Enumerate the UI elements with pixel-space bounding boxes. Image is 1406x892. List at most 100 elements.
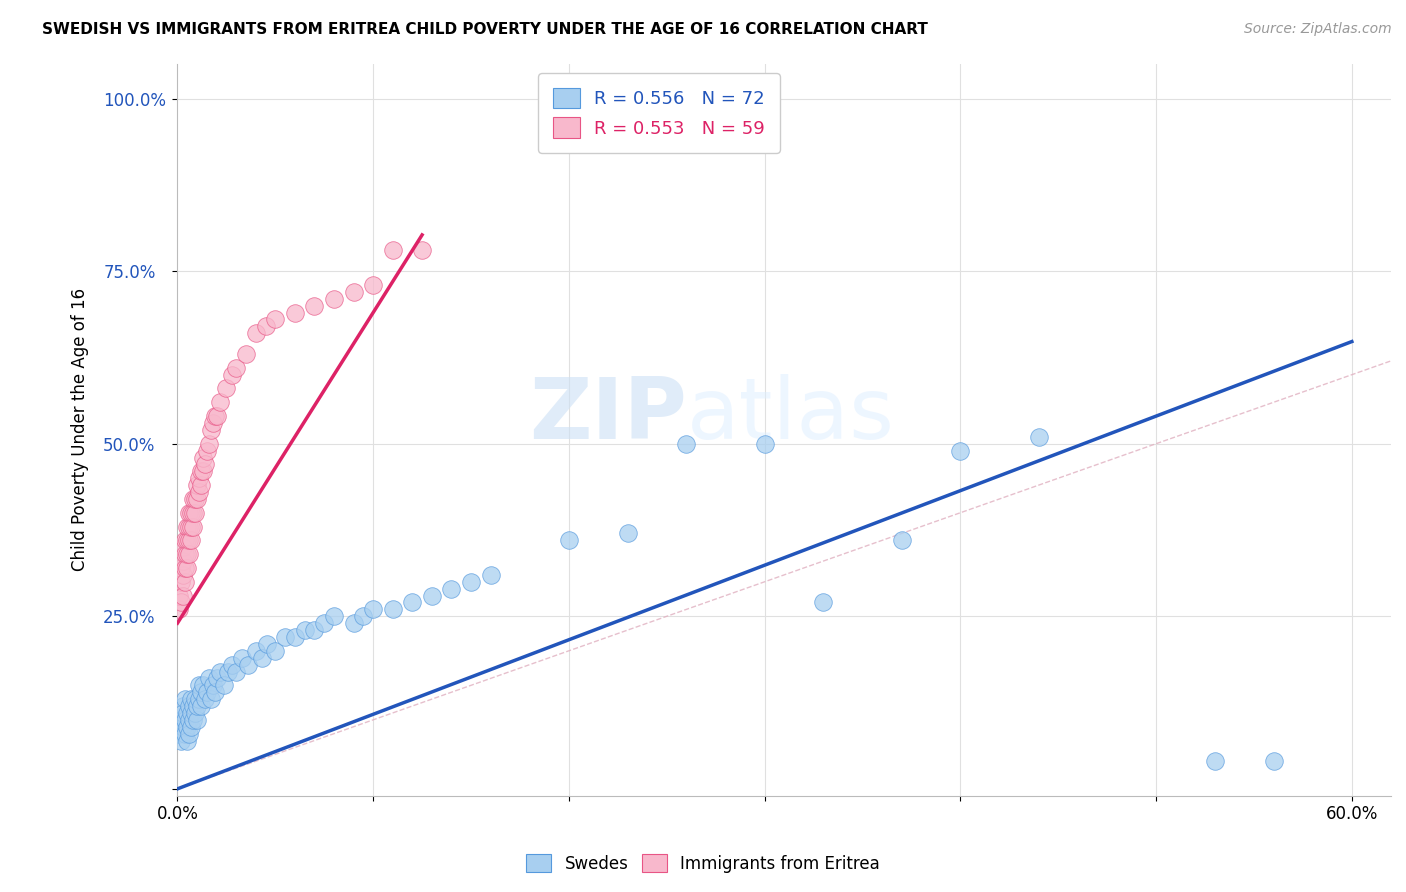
Point [180, 720, 202, 734]
Point [197, 672, 219, 686]
Point [179, 713, 201, 727]
Point [186, 713, 208, 727]
Point [186, 699, 208, 714]
Point [1204, 754, 1226, 768]
Text: Source: ZipAtlas.com: Source: ZipAtlas.com [1244, 22, 1392, 37]
Point [323, 292, 346, 306]
Text: atlas: atlas [688, 374, 896, 457]
Point [179, 699, 201, 714]
Point [205, 409, 228, 423]
Point [420, 589, 443, 603]
Point [186, 478, 208, 492]
Point [188, 692, 211, 706]
Point [558, 533, 581, 548]
Point [411, 244, 433, 258]
Point [194, 458, 217, 472]
Point [284, 305, 307, 319]
Point [201, 678, 224, 692]
Point [381, 602, 404, 616]
Point [236, 657, 259, 672]
Point [180, 519, 202, 533]
Point [190, 699, 212, 714]
Legend: R = 0.556   N = 72, R = 0.553   N = 59: R = 0.556 N = 72, R = 0.553 N = 59 [538, 73, 779, 153]
Point [174, 713, 197, 727]
Point [172, 706, 194, 720]
Point [179, 726, 201, 740]
Point [256, 637, 278, 651]
Point [172, 567, 194, 582]
Point [204, 685, 226, 699]
Point [813, 595, 835, 609]
Point [169, 602, 191, 616]
Point [181, 519, 204, 533]
Point [188, 471, 211, 485]
Point [245, 326, 267, 341]
Point [195, 685, 218, 699]
Point [215, 382, 238, 396]
Point [205, 672, 228, 686]
Point [191, 450, 214, 465]
Point [174, 574, 197, 589]
Point [264, 312, 287, 326]
Point [174, 533, 197, 548]
Point [172, 720, 194, 734]
Point [201, 416, 224, 430]
Point [235, 347, 257, 361]
Point [172, 541, 194, 555]
Point [342, 285, 364, 299]
Point [170, 595, 193, 609]
Point [754, 436, 776, 450]
Point [890, 533, 912, 548]
Point [209, 395, 232, 409]
Point [361, 602, 384, 616]
Point [180, 506, 202, 520]
Point [352, 609, 374, 624]
Point [174, 547, 197, 561]
Point [180, 692, 202, 706]
Point [190, 478, 212, 492]
Point [180, 706, 202, 720]
Point [170, 574, 193, 589]
Point [174, 561, 197, 575]
Point [188, 678, 211, 692]
Point [221, 657, 243, 672]
Point [176, 733, 198, 747]
Point [225, 360, 247, 375]
Point [184, 692, 207, 706]
Point [323, 609, 346, 624]
Point [170, 713, 193, 727]
Point [176, 519, 198, 533]
Point [294, 623, 316, 637]
Point [204, 409, 226, 423]
Point [1263, 754, 1285, 768]
Point [172, 554, 194, 568]
Point [172, 589, 194, 603]
Legend: Swedes, Immigrants from Eritrea: Swedes, Immigrants from Eritrea [520, 847, 886, 880]
Point [176, 561, 198, 575]
Point [342, 616, 364, 631]
Point [191, 678, 214, 692]
Point [184, 491, 207, 506]
Point [181, 713, 204, 727]
Point [190, 464, 212, 478]
Point [170, 561, 193, 575]
Point [176, 547, 198, 561]
Point [169, 726, 191, 740]
Point [170, 733, 193, 747]
Point [304, 623, 326, 637]
Point [675, 436, 697, 450]
Point [176, 720, 198, 734]
Point [200, 692, 222, 706]
Point [190, 685, 212, 699]
Point [221, 368, 243, 382]
Point [179, 519, 201, 533]
Point [184, 706, 207, 720]
Point [174, 692, 197, 706]
Point [381, 244, 404, 258]
Point [179, 533, 201, 548]
Point [214, 678, 236, 692]
Point [180, 533, 202, 548]
Point [304, 299, 326, 313]
Point [181, 506, 204, 520]
Point [231, 650, 253, 665]
